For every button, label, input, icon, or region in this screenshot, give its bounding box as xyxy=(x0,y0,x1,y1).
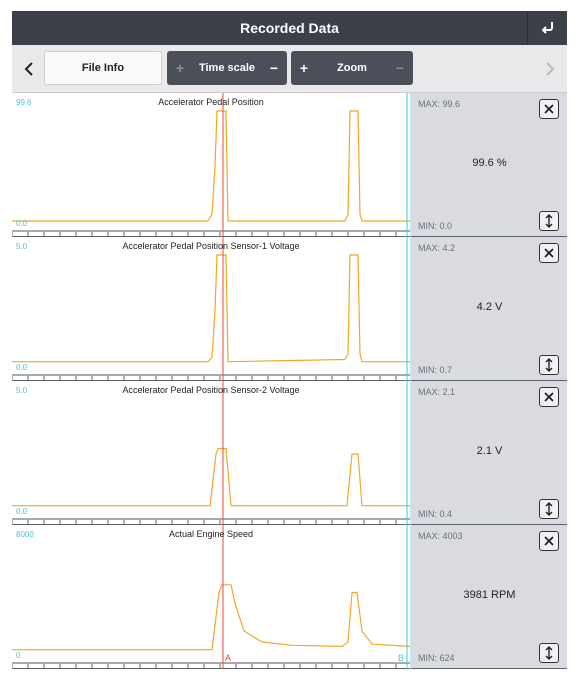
signal-trace xyxy=(12,447,410,507)
graph-area[interactable]: Accelerator Pedal Position 99.6 0.0 xyxy=(12,93,410,237)
pid-title: Accelerator Pedal Position Sensor-2 Volt… xyxy=(122,385,300,395)
y-axis-min: 0.0 xyxy=(16,363,28,372)
pid-panel: Accelerator Pedal Position 99.6 0.0 MAX:… xyxy=(12,93,567,237)
cursor-a-label: A xyxy=(225,653,232,663)
stat-min: MIN: 0.7 xyxy=(418,365,453,375)
stat-max: MAX: 99.6 xyxy=(418,99,461,109)
close-icon xyxy=(544,536,554,546)
stat-min: MIN: 624 xyxy=(418,653,455,663)
stat-max: MAX: 4003 xyxy=(418,531,463,541)
value-side-panel: MAX: 99.6 99.6 % MIN: 0.0 xyxy=(410,93,567,237)
close-graph-button[interactable] xyxy=(539,99,559,119)
pid-panel: Accelerator Pedal Position Sensor-2 Volt… xyxy=(12,381,567,525)
y-axis-min: 0.0 xyxy=(16,507,28,516)
chevron-left-icon xyxy=(24,62,33,76)
current-value: 99.6 % xyxy=(472,157,507,169)
pid-title: Actual Engine Speed xyxy=(168,529,254,539)
signal-trace xyxy=(12,254,410,363)
value-side-panel: MAX: 4.2 4.2 V MIN: 0.7 xyxy=(410,237,567,381)
y-axis-min: 0.0 xyxy=(16,219,28,228)
stat-min: MIN: 0.4 xyxy=(418,509,453,519)
close-graph-button[interactable] xyxy=(539,531,559,551)
chevron-right-icon xyxy=(546,62,555,76)
graph-area[interactable]: Actual Engine Speed 8000 0 A B xyxy=(12,525,410,669)
file-info-button[interactable]: File Info xyxy=(44,51,162,85)
zoom-label: Zoom xyxy=(337,62,367,74)
toolbar: File Info + Time scale − + Zoom − xyxy=(12,45,567,93)
resize-graph-button[interactable] xyxy=(539,355,559,375)
graph-area[interactable]: Accelerator Pedal Position Sensor-2 Volt… xyxy=(12,381,410,525)
zoom-control: + Zoom − xyxy=(291,51,413,85)
title-bar: Recorded Data xyxy=(12,11,567,45)
zoom-plus-button[interactable]: + xyxy=(299,60,309,76)
y-axis-max: 99.6 xyxy=(16,98,32,107)
time-scale-minus-button[interactable]: − xyxy=(269,60,279,76)
close-graph-button[interactable] xyxy=(539,243,559,263)
y-axis-max: 5.0 xyxy=(16,242,28,251)
previous-button[interactable] xyxy=(18,54,40,84)
vertical-resize-icon xyxy=(545,358,553,372)
page-title: Recorded Data xyxy=(240,20,339,36)
close-icon xyxy=(544,248,554,258)
return-button[interactable] xyxy=(527,11,567,45)
time-scale-label: Time scale xyxy=(198,62,256,74)
graph-area[interactable]: Accelerator Pedal Position Sensor-1 Volt… xyxy=(12,237,410,381)
close-icon xyxy=(544,392,554,402)
current-value: 2.1 V xyxy=(476,445,503,457)
vertical-resize-icon xyxy=(545,646,553,660)
close-icon xyxy=(544,104,554,114)
vertical-resize-icon xyxy=(545,214,553,228)
resize-graph-button[interactable] xyxy=(539,211,559,231)
resize-graph-button[interactable] xyxy=(539,643,559,663)
vertical-resize-icon xyxy=(545,502,553,516)
next-button[interactable] xyxy=(539,54,561,84)
pid-title: Accelerator Pedal Position Sensor-1 Volt… xyxy=(122,241,300,251)
signal-trace xyxy=(12,584,410,651)
value-side-panel: MAX: 2.1 2.1 V MIN: 0.4 xyxy=(410,381,567,525)
stat-min: MIN: 0.0 xyxy=(418,221,453,231)
time-scale-plus-button[interactable]: + xyxy=(175,60,185,76)
current-value: 3981 RPM xyxy=(463,589,516,601)
y-axis-max: 5.0 xyxy=(16,386,28,395)
time-scale-control: + Time scale − xyxy=(167,51,287,85)
stat-max: MAX: 4.2 xyxy=(418,243,456,253)
close-graph-button[interactable] xyxy=(539,387,559,407)
value-side-panel: MAX: 4003 3981 RPM MIN: 624 xyxy=(410,525,567,669)
current-value: 4.2 V xyxy=(476,301,503,313)
pid-panel: Accelerator Pedal Position Sensor-1 Volt… xyxy=(12,237,567,381)
zoom-minus-button[interactable]: − xyxy=(395,60,405,76)
cursor-b-label: B xyxy=(398,653,405,663)
signal-trace xyxy=(12,110,410,222)
y-axis-max: 8000 xyxy=(16,530,34,539)
pid-panel: Actual Engine Speed 8000 0 A B MAX: 4003… xyxy=(12,525,567,669)
return-arrow-icon xyxy=(541,22,553,34)
resize-graph-button[interactable] xyxy=(539,499,559,519)
y-axis-min: 0 xyxy=(16,651,21,660)
stat-max: MAX: 2.1 xyxy=(418,387,456,397)
pid-title: Accelerator Pedal Position xyxy=(158,97,264,107)
